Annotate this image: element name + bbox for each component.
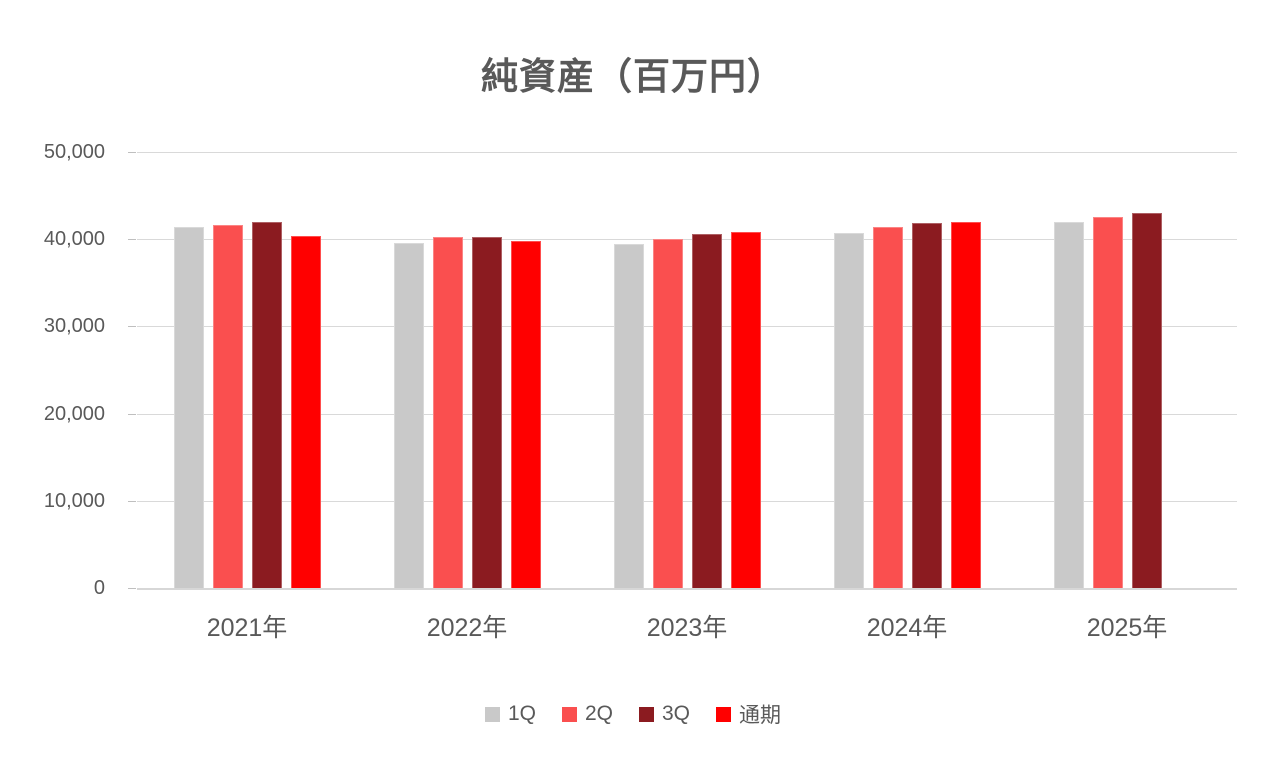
bar-通期	[730, 232, 761, 588]
y-gridline	[137, 413, 1237, 415]
y-axis-label: 20,000	[43, 402, 105, 425]
legend-label-3Q: 3Q	[662, 702, 691, 725]
y-gridline	[137, 152, 1237, 153]
legend-item-2Q: 2Q	[561, 702, 613, 726]
x-axis-label: 2025年	[1086, 614, 1168, 642]
y-gridline	[137, 239, 1237, 241]
legend-item-1Q: 1Q	[484, 702, 536, 726]
bar-2Q	[872, 227, 903, 588]
bar-2Q	[1092, 217, 1123, 588]
bar-group	[797, 152, 1017, 588]
y-axis-label: 40,000	[43, 228, 105, 251]
y-axis-label: 50,000	[43, 141, 105, 163]
y-axis-tick	[128, 326, 136, 328]
y-gridline	[137, 500, 1237, 502]
x-axis-label: 2023年	[646, 614, 728, 642]
y-axis-label: 10,000	[43, 489, 105, 512]
bar-2Q	[652, 239, 683, 588]
bar-1Q	[613, 244, 644, 588]
bar-group	[137, 152, 357, 588]
y-axis-tick	[128, 413, 136, 415]
bar-2Q	[212, 225, 243, 588]
legend-label-2Q: 2Q	[584, 702, 613, 725]
legend-swatch-3Q	[639, 706, 654, 722]
legend-item-3Q: 3Q	[639, 702, 690, 726]
bar-3Q	[471, 236, 502, 588]
bar-通期	[510, 240, 541, 588]
legend-label-1Q: 1Q	[507, 702, 536, 725]
bar-1Q	[393, 242, 424, 588]
chart-title: 純資産（百万円）	[481, 56, 785, 97]
y-axis-tick	[128, 588, 136, 589]
bar-1Q	[833, 233, 864, 588]
bar-3Q	[1131, 213, 1162, 588]
bar-通期	[950, 221, 981, 588]
bar-2Q	[432, 236, 463, 588]
y-axis-tick	[128, 152, 136, 153]
y-axis-label: 0	[93, 577, 105, 599]
bar-group	[577, 152, 797, 588]
x-axis-label: 2022年	[426, 614, 508, 642]
legend-swatch-2Q	[561, 706, 577, 722]
chart-legend: 1Q 2Q 3Q 通期	[0, 699, 1266, 729]
bar-1Q	[1053, 221, 1084, 588]
y-axis-tick	[128, 239, 136, 241]
x-axis-label: 2024年	[866, 614, 948, 642]
bar-3Q	[691, 233, 722, 588]
y-axis-tick	[128, 500, 136, 502]
bar-3Q	[251, 221, 282, 588]
legend-label-通期: 通期	[739, 704, 782, 727]
y-gridline	[137, 326, 1237, 328]
bar-group	[357, 152, 577, 588]
legend-swatch-通期	[716, 706, 732, 722]
bar-3Q	[911, 222, 942, 588]
x-axis-label: 2021年	[206, 614, 288, 642]
legend-swatch-1Q	[484, 706, 500, 722]
legend-item-通期: 通期	[716, 699, 781, 729]
y-axis-label: 30,000	[43, 315, 105, 338]
bar-group	[1017, 152, 1237, 588]
plot-area	[128, 152, 1237, 590]
bar-1Q	[173, 227, 204, 588]
bar-通期	[290, 235, 321, 588]
